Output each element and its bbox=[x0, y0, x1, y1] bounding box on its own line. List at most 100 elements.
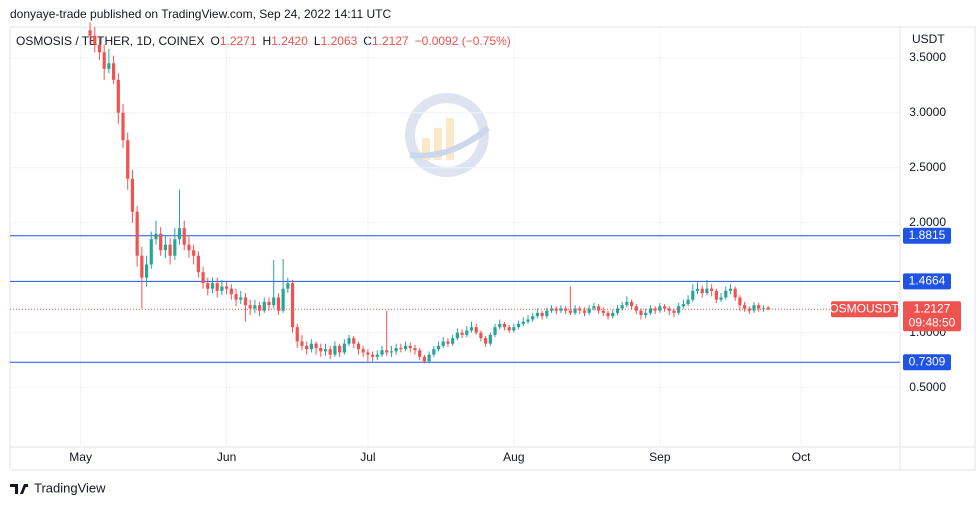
candle-body bbox=[686, 299, 690, 305]
candle-body bbox=[648, 308, 653, 313]
candle-body bbox=[620, 305, 624, 309]
candle-body bbox=[573, 308, 577, 313]
candle-body bbox=[262, 301, 266, 311]
candle-body bbox=[130, 178, 135, 212]
candle-body bbox=[111, 63, 116, 80]
candle-body bbox=[154, 233, 158, 240]
candle-body bbox=[286, 283, 290, 289]
candle-body bbox=[766, 307, 770, 310]
candle-body bbox=[403, 345, 408, 350]
candle-body bbox=[507, 327, 511, 331]
candle-body bbox=[380, 350, 384, 355]
y-tick-label: 3.5000 bbox=[909, 50, 946, 64]
ohlc-value: 1.2063 bbox=[321, 34, 358, 48]
candle-body bbox=[290, 283, 295, 328]
candle-body bbox=[474, 327, 478, 333]
footer-logo bbox=[10, 484, 28, 494]
candle-body bbox=[149, 239, 153, 265]
candle-body bbox=[582, 310, 587, 313]
candle-body bbox=[658, 306, 662, 311]
candle-body bbox=[724, 290, 728, 298]
candle-body bbox=[173, 239, 177, 256]
candle-body bbox=[432, 349, 436, 355]
candle-body bbox=[107, 63, 111, 69]
candle-body bbox=[201, 272, 205, 284]
ohlc-key: L bbox=[314, 34, 321, 48]
candle-body bbox=[389, 351, 394, 353]
candle-body bbox=[644, 312, 648, 316]
candle-body bbox=[375, 354, 379, 357]
candle-body bbox=[446, 341, 450, 344]
candle-body bbox=[738, 297, 742, 306]
candle-body bbox=[451, 338, 455, 344]
candle-body bbox=[347, 338, 351, 344]
candle-body bbox=[512, 327, 516, 331]
candle-body bbox=[559, 308, 563, 311]
candle-body bbox=[281, 288, 285, 311]
candle-body bbox=[488, 334, 492, 344]
candle-body bbox=[441, 341, 445, 346]
candle-body bbox=[314, 343, 318, 349]
candle-body bbox=[97, 44, 102, 53]
candle-body bbox=[248, 305, 252, 309]
candle-body bbox=[639, 310, 643, 316]
ohlc-key: H bbox=[263, 34, 272, 48]
candle-body bbox=[695, 288, 700, 291]
candle-body bbox=[220, 286, 224, 291]
candle-body bbox=[225, 286, 229, 289]
candle-body bbox=[493, 327, 497, 335]
candle-body bbox=[93, 35, 97, 45]
candle-body bbox=[606, 312, 610, 317]
candle-body bbox=[88, 30, 92, 36]
candle-body bbox=[700, 288, 704, 294]
x-tick-label: Aug bbox=[503, 450, 524, 464]
y-tick-label: 3.0000 bbox=[909, 105, 946, 119]
candle-body bbox=[168, 244, 172, 256]
candle-body bbox=[427, 354, 431, 362]
y-tick-label: 2.0000 bbox=[909, 215, 946, 229]
candle-body bbox=[601, 310, 605, 313]
candle-body bbox=[121, 112, 125, 141]
level-tag bbox=[903, 273, 951, 290]
candle-body bbox=[243, 297, 248, 306]
candle-body bbox=[710, 288, 714, 291]
candle-body bbox=[370, 354, 375, 357]
candle-body bbox=[757, 305, 761, 309]
candle-body bbox=[587, 308, 591, 313]
candle-body bbox=[728, 288, 733, 291]
candle-body bbox=[526, 319, 530, 322]
candle-body bbox=[568, 310, 572, 313]
candle-body bbox=[422, 356, 426, 362]
candle-body bbox=[328, 349, 332, 355]
candle-body bbox=[102, 52, 106, 69]
candle-body bbox=[177, 228, 182, 240]
candle-body bbox=[743, 305, 747, 309]
candle-body bbox=[413, 348, 417, 351]
publish-note: donyaye-trade published on TradingView.c… bbox=[10, 7, 391, 21]
candle-body bbox=[187, 244, 191, 251]
candle-body bbox=[267, 301, 271, 306]
last-price-label: 1.2127 bbox=[914, 301, 951, 315]
candle-body bbox=[319, 348, 323, 352]
candle-body bbox=[719, 297, 723, 300]
candle-body bbox=[752, 305, 756, 311]
candle-body bbox=[206, 283, 210, 289]
y-tick-label: 0.5000 bbox=[909, 380, 946, 394]
candle-body bbox=[479, 332, 483, 339]
candle-body bbox=[455, 332, 459, 339]
candle-body bbox=[531, 316, 535, 320]
x-tick-label: Sep bbox=[649, 450, 671, 464]
candle-body bbox=[465, 330, 469, 335]
candle-body bbox=[408, 345, 412, 349]
candle-body bbox=[460, 332, 464, 335]
candle-body bbox=[469, 327, 474, 331]
candle-body bbox=[761, 308, 766, 310]
candle-body bbox=[549, 308, 554, 311]
ohlc-value: 1.2420 bbox=[271, 34, 308, 48]
candle-body bbox=[436, 345, 441, 350]
candle-body bbox=[309, 343, 313, 350]
ohlc-value: 1.2271 bbox=[220, 34, 257, 48]
candle-body bbox=[116, 79, 120, 113]
candle-body bbox=[516, 323, 521, 328]
